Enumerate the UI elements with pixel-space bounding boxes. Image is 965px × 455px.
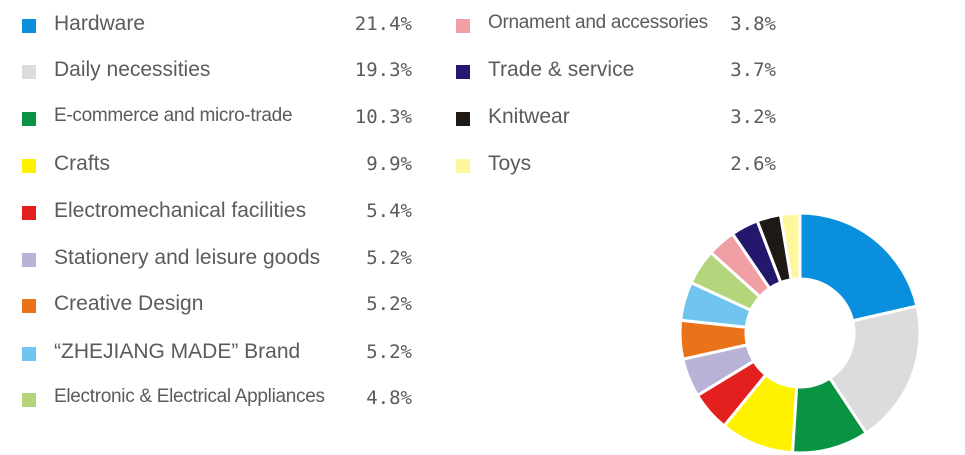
legend-label: Knitwear (488, 105, 570, 128)
legend-value: 10.3% (354, 106, 412, 128)
donut-slice (798, 211, 919, 323)
legend-item: E-commerce and micro-trade 10.3% (22, 103, 422, 133)
legend-label: Hardware (54, 12, 146, 35)
legend-value: 4.8% (366, 387, 412, 409)
legend-item: Trade & service 3.7% (456, 56, 786, 86)
donut-slice (827, 304, 922, 436)
donut-slice (778, 211, 802, 282)
legend-swatch (22, 299, 36, 313)
legend-item: “ZHEJIANG MADE” Brand 5.2% (22, 338, 422, 368)
legend-value: 3.8% (730, 13, 776, 35)
legend-item: Electromechanical facilities 5.4% (22, 197, 422, 227)
legend-swatch (456, 19, 470, 33)
legend-label: Toys (488, 152, 532, 175)
legend-label: Crafts (54, 152, 111, 175)
legend-swatch (22, 253, 36, 267)
legend-swatch (456, 159, 470, 173)
legend-label: Electronic & Electrical Appliances (54, 386, 325, 407)
legend-label: Trade & service (488, 58, 635, 81)
legend-label: Electromechanical facilities (54, 199, 307, 222)
donut-chart (678, 211, 922, 455)
legend-swatch (456, 65, 470, 79)
legend-swatch (22, 347, 36, 361)
legend-item: Crafts 9.9% (22, 150, 422, 180)
legend-label: Daily necessities (54, 58, 211, 81)
legend-item: Knitwear 3.2% (456, 103, 786, 133)
legend-item: Daily necessities 19.3% (22, 56, 422, 86)
legend-item: Toys 2.6% (456, 150, 786, 180)
legend-value: 5.2% (366, 293, 412, 315)
legend-swatch (22, 159, 36, 173)
legend-value: 5.4% (366, 200, 412, 222)
legend-item: Electronic & Electrical Appliances 4.8% (22, 384, 422, 414)
legend-label: Stationery and leisure goods (54, 246, 321, 269)
legend-swatch (456, 112, 470, 126)
legend-item: Creative Design 5.2% (22, 290, 422, 320)
legend-value: 2.6% (730, 153, 776, 175)
legend-label: Creative Design (54, 292, 204, 315)
legend-value: 5.2% (366, 341, 412, 363)
legend-value: 3.7% (730, 59, 776, 81)
legend-item: Hardware 21.4% (22, 10, 422, 40)
legend-swatch (22, 206, 36, 220)
legend-label: Ornament and accessories (488, 12, 708, 33)
legend-value: 9.9% (366, 153, 412, 175)
legend-item: Stationery and leisure goods 5.2% (22, 244, 422, 274)
legend-value: 19.3% (354, 59, 412, 81)
legend-label: “ZHEJIANG MADE” Brand (54, 340, 301, 363)
legend-label: E-commerce and micro-trade (54, 105, 293, 126)
legend-value: 5.2% (366, 247, 412, 269)
legend-swatch (22, 65, 36, 79)
legend-item: Ornament and accessories 3.8% (456, 10, 786, 40)
legend-value: 3.2% (730, 106, 776, 128)
legend-swatch (22, 112, 36, 126)
legend-value: 21.4% (354, 13, 412, 35)
legend-swatch (22, 19, 36, 33)
legend-swatch (22, 393, 36, 407)
